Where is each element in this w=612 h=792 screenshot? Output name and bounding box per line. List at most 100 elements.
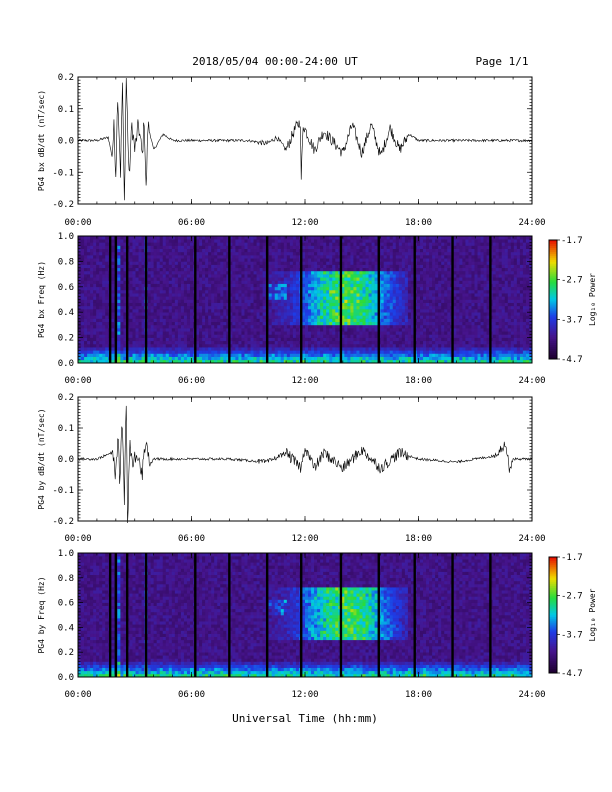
spectrogram-cell [426, 251, 430, 256]
spectrogram-cell [365, 258, 369, 262]
spectrogram-cell [96, 277, 100, 281]
spectrogram-cell [90, 356, 94, 361]
spectrogram-cell [344, 324, 348, 329]
spectrogram-cell [117, 312, 121, 316]
spectrogram-cell [426, 245, 430, 249]
spectrogram-cell [305, 296, 309, 300]
spectrogram-cell [84, 239, 88, 243]
spectrogram-cell [404, 305, 409, 310]
spectrogram-cell [429, 270, 433, 275]
spectrogram-cell [368, 309, 372, 313]
spectrogram-cell [238, 328, 242, 332]
spectrogram-cell [186, 309, 191, 313]
spectrogram-cell [404, 299, 409, 303]
spectrogram-cell [78, 331, 82, 335]
spectrogram-cell [398, 293, 403, 297]
spectrogram-cell [208, 245, 212, 249]
spectrogram-cell [87, 248, 91, 253]
spectrogram-cell [350, 236, 354, 240]
spectrogram-cell [380, 356, 384, 361]
spectrogram-cell [189, 286, 194, 291]
spectrogram-cell [214, 286, 218, 291]
spectrogram-cell [271, 312, 276, 316]
spectrogram-cell [208, 242, 212, 246]
spectrogram-cell [183, 350, 188, 354]
spectrogram-cell [102, 324, 106, 329]
spectrogram-cell [326, 299, 330, 303]
spectrogram-cell [159, 343, 164, 348]
spectrogram-cell [117, 334, 121, 338]
spectrogram-cell [308, 359, 312, 364]
spectrogram-cell [395, 324, 400, 329]
spectrogram-cell [365, 267, 369, 272]
spectrogram-cell [165, 324, 170, 329]
spectrogram-cell [407, 334, 412, 338]
spectrogram-cell [283, 289, 288, 294]
spectrogram-cell [416, 324, 421, 329]
spectrogram-cell [426, 309, 430, 313]
spectrogram-cell [220, 356, 224, 361]
spectrogram-cell [232, 318, 236, 323]
spectrogram-cell [329, 261, 333, 265]
spectrogram-cell [135, 312, 139, 316]
spectrogram-cell [232, 309, 236, 313]
spectrogram-cell [423, 277, 427, 281]
spectrogram-cell [311, 255, 315, 259]
spectrogram-cell [271, 340, 276, 345]
spectrogram-cell [186, 356, 191, 361]
spectrogram-cell [111, 331, 115, 335]
spectrogram-cell [356, 350, 360, 354]
spectrogram-cell [374, 286, 378, 291]
spectrogram-cell [120, 264, 124, 269]
spectrogram-cell [147, 305, 151, 310]
spectrogram-cell [241, 347, 245, 351]
spectrogram-cell [256, 270, 260, 275]
spectrogram-cell [320, 334, 324, 338]
spectrogram-cell [256, 315, 260, 319]
spectrogram-cell [111, 343, 115, 348]
spectrogram-cell [132, 302, 136, 307]
spectrogram-cell [174, 242, 179, 246]
spectrogram-cell [90, 315, 94, 319]
spectrogram-cell [162, 309, 167, 313]
spectrogram-cell [416, 302, 421, 307]
y-tick-label: -0.2 [52, 200, 74, 210]
spectrogram-cell [341, 331, 345, 335]
spectrogram-cell [168, 309, 173, 313]
spectrogram-cell [153, 264, 157, 269]
spectrogram-cell [135, 286, 139, 291]
spectrogram-cell [341, 318, 345, 323]
spectrogram-cell [168, 296, 173, 300]
spectrogram-cell [341, 340, 345, 345]
spectrogram-cell [229, 251, 233, 256]
spectrogram-cell [335, 347, 339, 351]
spectrogram-cell [380, 309, 384, 313]
spectrogram-cell [180, 293, 185, 297]
spectrogram-cell [223, 334, 227, 338]
spectrogram-cell [401, 353, 406, 357]
spectrogram-cell [271, 277, 276, 281]
spectrogram-cell [350, 353, 354, 357]
spectrogram-cell [262, 334, 266, 338]
spectrogram-cell [423, 286, 427, 291]
spectrogram-cell [380, 334, 384, 338]
spectrogram-cell [238, 239, 242, 243]
spectrogram-cell [314, 328, 318, 332]
spectrogram-cell [232, 245, 236, 249]
spectrogram-cell [186, 347, 191, 351]
spectrogram-cell [432, 309, 436, 313]
spectrogram-cell [268, 305, 273, 310]
spectrogram-cell [274, 299, 279, 303]
spectrogram-cell [247, 245, 251, 249]
spectrogram-cell [196, 337, 200, 342]
spectrogram-cell [320, 302, 324, 307]
spectrogram-cell [332, 331, 336, 335]
spectrogram-cell [90, 251, 94, 256]
spectrogram-cell [320, 286, 324, 291]
spectrogram-cell [286, 340, 291, 345]
spectrogram-cell [347, 280, 351, 284]
spectrogram-cell [211, 255, 215, 259]
spectrogram-cell [135, 321, 139, 326]
spectrogram-cell [232, 347, 236, 351]
spectrogram-cell [96, 286, 100, 291]
